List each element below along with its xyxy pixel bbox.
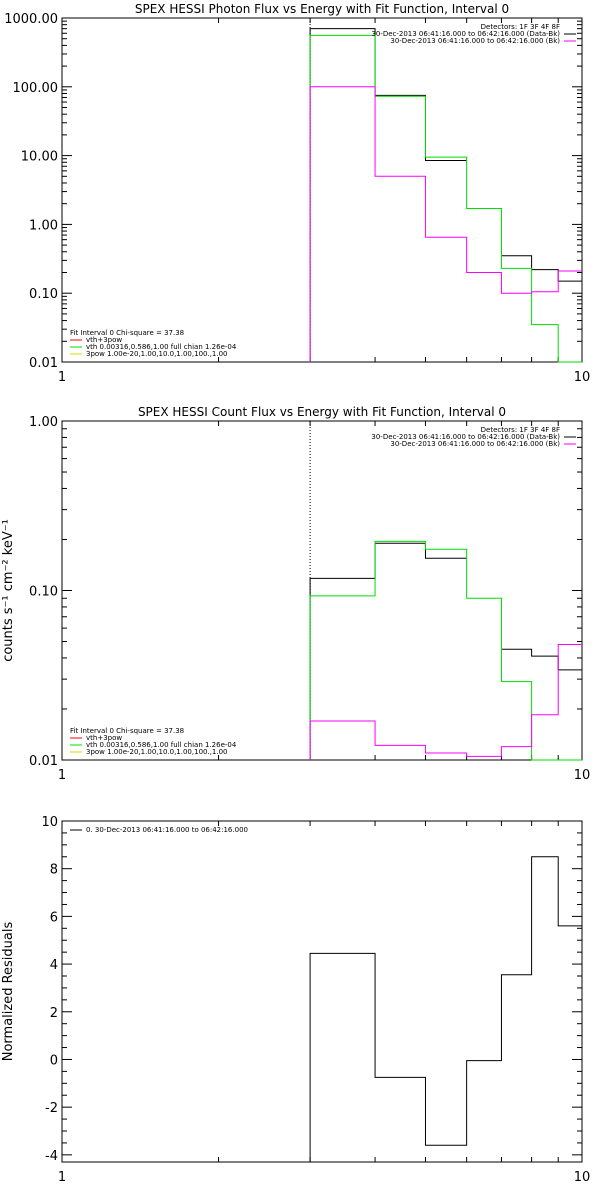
x-tick-label: 10 [574, 1170, 591, 1185]
series-line-2 [309, 644, 582, 760]
series-line-0 [309, 542, 582, 760]
legend-entry: 30-Dec-2013 06:41:16.000 to 06:42:16.000… [371, 30, 560, 38]
legend-entry: 30-Dec-2013 06:41:16.000 to 06:42:16.000… [371, 433, 560, 441]
y-axis-label: Normalized Residuals [1, 922, 16, 1062]
legend-entry: Fit Interval 0 Chi-square = 37.38 [70, 329, 184, 337]
x-tick-label: 1 [58, 370, 66, 385]
y-tick-label: 0 [50, 1053, 58, 1068]
y-tick-label: 10.00 [21, 150, 58, 165]
plot-frame [61, 420, 583, 761]
count-flux-panel: SPEX HESSI Count Flux vs Energy with Fit… [1, 405, 590, 783]
x-tick-label: 1 [58, 768, 66, 783]
y-tick-label: -4 [45, 1149, 58, 1164]
y-tick-label: 0.10 [29, 585, 58, 600]
chart-title: SPEX HESSI Photon Flux vs Energy with Fi… [135, 2, 509, 16]
y-tick-label: 10 [41, 815, 58, 830]
plot-frame [61, 17, 583, 363]
y-axis-label: counts s⁻¹ cm⁻² keV⁻¹ [1, 519, 16, 662]
chart-title: SPEX HESSI Count Flux vs Energy with Fit… [138, 405, 506, 419]
y-tick-label: -2 [45, 1101, 58, 1116]
y-tick-label: 6 [50, 910, 58, 925]
series-line-2 [309, 86, 582, 362]
legend-entry: vth 0.00316,0.586,1.00 full chian 1.26e-… [86, 741, 237, 749]
y-tick-label: 8 [50, 863, 58, 878]
x-tick-label: 10 [574, 370, 591, 385]
y-tick-label: 1000.00 [4, 12, 58, 27]
y-tick-label: 1.00 [29, 218, 58, 233]
y-tick-label: 0.10 [29, 287, 58, 302]
legend-entry: Detectors: 1F 3F 4F 8F [481, 426, 560, 434]
y-tick-label: 100.00 [13, 81, 59, 96]
legend-entry: 3pow 1.00e-20,1.00,10.0,1.00,100.,1.00 [86, 748, 228, 756]
legend-entry: Fit Interval 0 Chi-square = 37.38 [70, 727, 184, 735]
residuals-panel: -4 -2 0 2 4 6 8 10 1 10 Normalized Residuals 0. 30-… [1, 815, 590, 1185]
legend-entry: Detectors: 1F 3F 4F 8F [481, 23, 560, 31]
legend-entry: vth 0.00316,0.586,1.00 full chian 1.26e-… [86, 343, 237, 351]
x-tick-label: 1 [58, 1170, 66, 1185]
y-tick-label: 1.00 [29, 415, 58, 430]
photon-flux-panel: SPEX HESSI Photon Flux vs Energy with Fi… [4, 2, 590, 385]
legend-entry: 30-Dec-2013 06:41:16.000 to 06:42:16.000… [390, 37, 560, 45]
y-tick-label: 2 [50, 1006, 58, 1021]
legend-entry: vth+3pow [86, 734, 122, 742]
plot-frame [61, 820, 583, 1163]
series-line-1 [309, 34, 582, 363]
x-tick-label: 10 [574, 768, 591, 783]
y-tick-label: 4 [50, 958, 58, 973]
legend-entry: 3pow 1.00e-20,1.00,10.0,1.00,100.,1.00 [86, 350, 228, 358]
legend-entry: 30-Dec-2013 06:41:16.000 to 06:42:16.000… [390, 440, 560, 448]
series-line-0 [309, 856, 582, 1162]
series-line-0 [309, 28, 582, 362]
y-tick-label: 0.01 [29, 754, 58, 769]
series-line-1 [309, 540, 582, 761]
y-tick-label: 0.01 [29, 356, 58, 371]
legend-entry: 0. 30-Dec-2013 06:41:16.000 to 06:42:16.… [86, 826, 248, 834]
legend-entry: vth+3pow [86, 336, 122, 344]
